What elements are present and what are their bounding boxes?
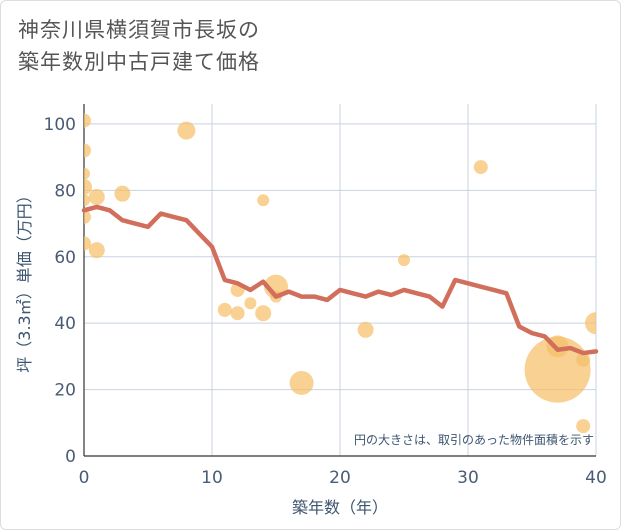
data-bubble (84, 167, 90, 180)
size-note: 円の大きさは、取引のあった物件面積を示す (354, 432, 594, 447)
data-bubble (84, 143, 91, 158)
chart-title-line1: 神奈川県横須賀市長坂の (18, 18, 260, 42)
data-bubble (398, 254, 410, 267)
data-bubble (84, 179, 92, 196)
data-bubble (84, 209, 91, 224)
y-tick-label: 0 (65, 447, 76, 467)
data-bubble (576, 352, 591, 367)
data-bubble (244, 297, 257, 310)
data-bubble (257, 194, 270, 207)
data-bubble (585, 312, 596, 335)
data-bubble (88, 188, 105, 205)
data-bubble (84, 113, 91, 128)
chart-title: 神奈川県横須賀市長坂の 築年数別中古戸建て価格 (18, 14, 260, 78)
data-bubble (84, 194, 90, 207)
y-tick-label: 40 (54, 314, 76, 334)
data-bubble (357, 321, 374, 338)
y-axis-label: 坪（3.3㎡）単価（万円） (15, 187, 34, 372)
x-tick-label: 0 (79, 468, 90, 488)
data-bubble (230, 306, 245, 321)
y-tick-label: 80 (54, 181, 76, 201)
data-bubble (473, 160, 488, 175)
data-bubble (84, 236, 91, 251)
trend-line (81, 204, 599, 356)
data-bubble (88, 242, 105, 259)
x-axis-label: 築年数（年） (292, 498, 388, 517)
data-bubble (289, 370, 314, 395)
y-tick-label: 20 (54, 381, 76, 401)
data-bubble (114, 185, 131, 202)
data-bubble (217, 302, 232, 317)
data-bubble (576, 419, 591, 434)
x-tick-label: 20 (329, 468, 351, 488)
x-tick-label: 10 (201, 468, 223, 488)
data-bubble (524, 336, 591, 403)
chart-title-line2: 築年数別中古戸建て価格 (18, 50, 260, 74)
data-bubble (177, 121, 196, 140)
x-tick-label: 40 (585, 468, 607, 488)
x-tick-label: 30 (457, 468, 479, 488)
data-bubble (255, 305, 272, 322)
bubble-layer (84, 113, 596, 434)
y-tick-label: 100 (44, 115, 76, 135)
y-tick-label: 60 (54, 248, 76, 268)
